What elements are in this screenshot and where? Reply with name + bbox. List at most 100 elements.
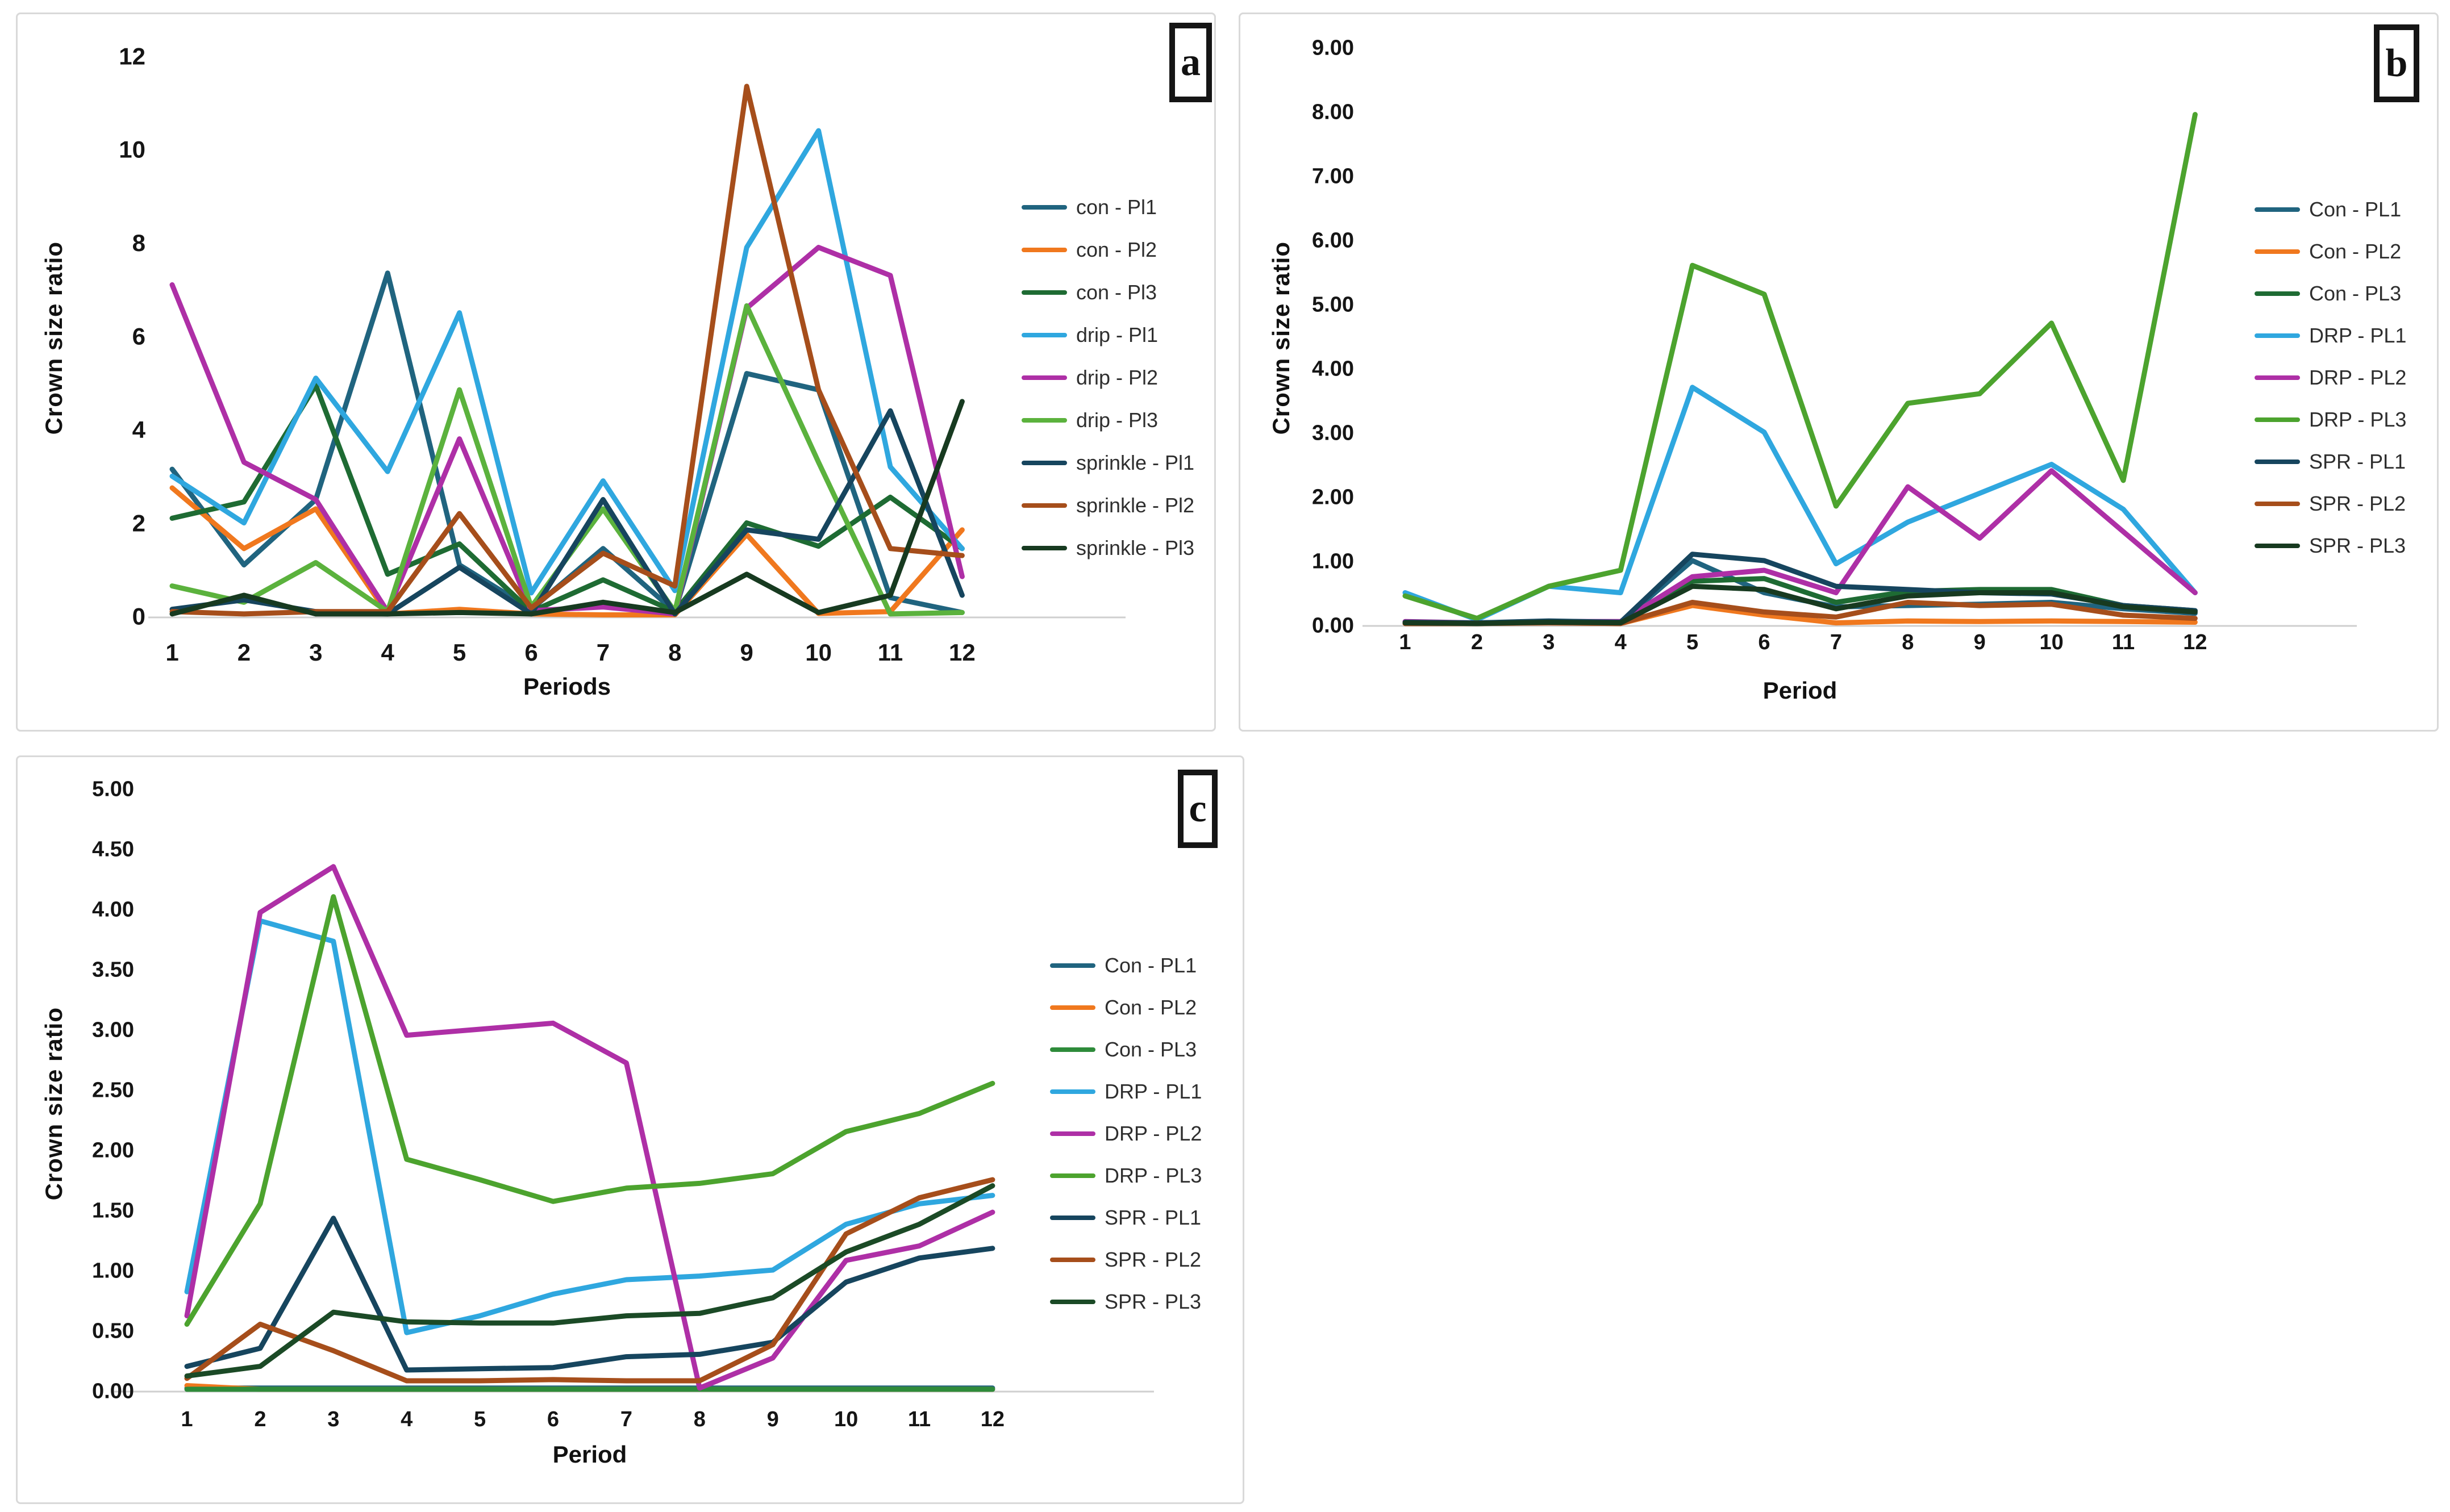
legend-swatch-icon xyxy=(2255,502,2300,506)
legend-label: sprinkle - Pl2 xyxy=(1076,494,1195,517)
legend-swatch-icon xyxy=(1050,1173,1095,1178)
legend-item: Con - PL2 xyxy=(1050,996,1202,1019)
series-line-DRP-PL2 xyxy=(184,864,995,1391)
y-tick-label: 0.50 xyxy=(92,1319,134,1343)
legend-item: Con - PL3 xyxy=(2255,282,2406,305)
x-axis-title: Period xyxy=(1763,677,1838,704)
legend-item: DRP - PL3 xyxy=(2255,408,2406,431)
y-tick-label: 0.00 xyxy=(92,1379,134,1403)
series-line-SPR-PL1 xyxy=(184,1216,995,1373)
y-tick-label: 1.50 xyxy=(92,1198,134,1222)
legend-label: SPR - PL2 xyxy=(2309,492,2406,515)
legend-item: DRP - PL1 xyxy=(1050,1080,1202,1103)
x-tick-label: 1 xyxy=(181,1407,193,1431)
legend-swatch-icon xyxy=(1050,1216,1095,1220)
panel-c: 0.00 0.50 1.00 1.50 2.00 2.50 3.00 3.50 4.00 4.50… xyxy=(16,755,1244,1504)
y-tick-label: 1.00 xyxy=(1312,549,1354,573)
legend-swatch-icon xyxy=(2255,544,2300,548)
y-tick-label: 2.00 xyxy=(1312,485,1354,509)
y-axis-title: Crown size ratio xyxy=(40,1007,67,1201)
x-tick-label: 12 xyxy=(949,639,976,666)
x-tick-label: 10 xyxy=(805,639,832,666)
legend-item: DRP - PL3 xyxy=(1050,1164,1202,1187)
legend-label: Con - PL2 xyxy=(1105,996,1197,1019)
legend-label: SPR - PL3 xyxy=(2309,534,2406,557)
y-tick-label: 4 xyxy=(132,416,146,443)
x-tick-label: 9 xyxy=(1974,630,1986,654)
legend-item: con - Pl2 xyxy=(1022,238,1194,261)
y-tick-label: 3.00 xyxy=(92,1018,134,1042)
x-tick-label: 12 xyxy=(981,1407,1005,1431)
y-tick-label: 0.00 xyxy=(1312,613,1354,637)
x-tick-label: 2 xyxy=(1471,630,1483,654)
legend: con - Pl1 con - Pl2 con - Pl3 drip - Pl1 dri… xyxy=(1022,195,1195,559)
series-line-drip-Pl1 xyxy=(169,128,965,596)
legend-swatch-icon xyxy=(1022,333,1067,337)
legend-label: Con - PL3 xyxy=(2309,282,2402,305)
legend-label: SPR - PL2 xyxy=(1105,1248,1202,1271)
x-tick-label: 12 xyxy=(2183,630,2207,654)
legend-swatch-icon xyxy=(1022,290,1067,295)
series-line-SPR-PL3 xyxy=(184,1183,995,1379)
y-tick-label: 5.00 xyxy=(1312,293,1354,316)
series-line-con-Pl2 xyxy=(169,485,965,617)
x-axis-title: Period xyxy=(552,1441,627,1468)
legend-label: drip - Pl3 xyxy=(1076,408,1159,432)
y-tick-label: 3.50 xyxy=(92,958,134,981)
y-tick-label: 9.00 xyxy=(1312,36,1354,60)
panel-b: 0.00 1.00 2.00 3.00 4.00 5.00 6.00 7.00 8.00 9.00… xyxy=(1239,12,2439,732)
legend-swatch-icon xyxy=(2255,207,2300,212)
legend-item: SPR - PL3 xyxy=(2255,534,2406,557)
x-axis-title: Periods xyxy=(523,673,611,700)
x-tick-label: 7 xyxy=(620,1407,632,1431)
legend-label: Con - PL2 xyxy=(2309,240,2402,263)
legend-swatch-icon xyxy=(1022,375,1067,380)
legend-swatch-icon xyxy=(1050,1089,1095,1094)
legend-swatch-icon xyxy=(1022,418,1067,423)
legend-item: SPR - PL1 xyxy=(1050,1206,1202,1229)
legend-item: con - Pl1 xyxy=(1022,195,1194,219)
legend-label: sprinkle - Pl1 xyxy=(1076,451,1195,474)
legend-swatch-icon xyxy=(2255,249,2300,254)
legend-item: Con - PL2 xyxy=(2255,240,2406,263)
legend-item: Con - PL1 xyxy=(1050,954,1202,977)
legend-label: DRP - PL2 xyxy=(2309,366,2407,389)
x-tick-label: 3 xyxy=(1543,630,1555,654)
legend-item: DRP - PL2 xyxy=(1050,1122,1202,1145)
legend: Con - PL1 Con - PL2 Con - PL3 DRP - PL1 DRP … xyxy=(2255,198,2406,557)
legend-item: sprinkle - Pl1 xyxy=(1022,451,1195,474)
x-tick-label: 5 xyxy=(453,639,466,666)
x-tick-label: 7 xyxy=(597,639,610,666)
legend-swatch-icon xyxy=(1022,546,1067,550)
legend-swatch-icon xyxy=(2255,333,2300,338)
x-tick-label: 4 xyxy=(401,1407,413,1431)
x-tick-label: 8 xyxy=(1902,630,1914,654)
legend-label: DRP - PL2 xyxy=(1105,1122,1202,1145)
legend-swatch-icon xyxy=(1050,1131,1095,1136)
legend-item: drip - Pl1 xyxy=(1022,323,1194,346)
legend-label: drip - Pl1 xyxy=(1076,323,1159,346)
panel-letter-a: a xyxy=(1169,23,1212,102)
series-line-DRP-PL1 xyxy=(1402,385,2198,623)
legend-item: DRP - PL1 xyxy=(2255,324,2406,347)
y-tick-label: 4.00 xyxy=(1312,357,1354,381)
legend-label: Con - PL1 xyxy=(2309,198,2402,221)
series-line-sprinkle-Pl3 xyxy=(169,399,965,617)
legend-label: SPR - PL3 xyxy=(1105,1290,1202,1313)
y-tick-label: 0 xyxy=(132,603,145,630)
legend-label: SPR - PL1 xyxy=(1105,1206,1202,1229)
x-tick-label: 9 xyxy=(740,639,753,666)
x-tick-label: 5 xyxy=(474,1407,486,1431)
legend-swatch-icon xyxy=(1022,205,1067,210)
y-tick-label: 2.50 xyxy=(92,1078,134,1102)
legend-label: DRP - PL3 xyxy=(1105,1164,1202,1187)
x-tick-label: 4 xyxy=(1615,630,1627,654)
legend-item: SPR - PL3 xyxy=(1050,1290,1202,1313)
legend-swatch-icon xyxy=(1022,461,1067,465)
legend-swatch-icon xyxy=(1050,1005,1095,1010)
x-tick-label: 3 xyxy=(327,1407,339,1431)
x-tick-label: 10 xyxy=(2039,630,2063,654)
y-tick-label: 4.00 xyxy=(92,897,134,921)
panel-letter-c: c xyxy=(1178,770,1218,848)
